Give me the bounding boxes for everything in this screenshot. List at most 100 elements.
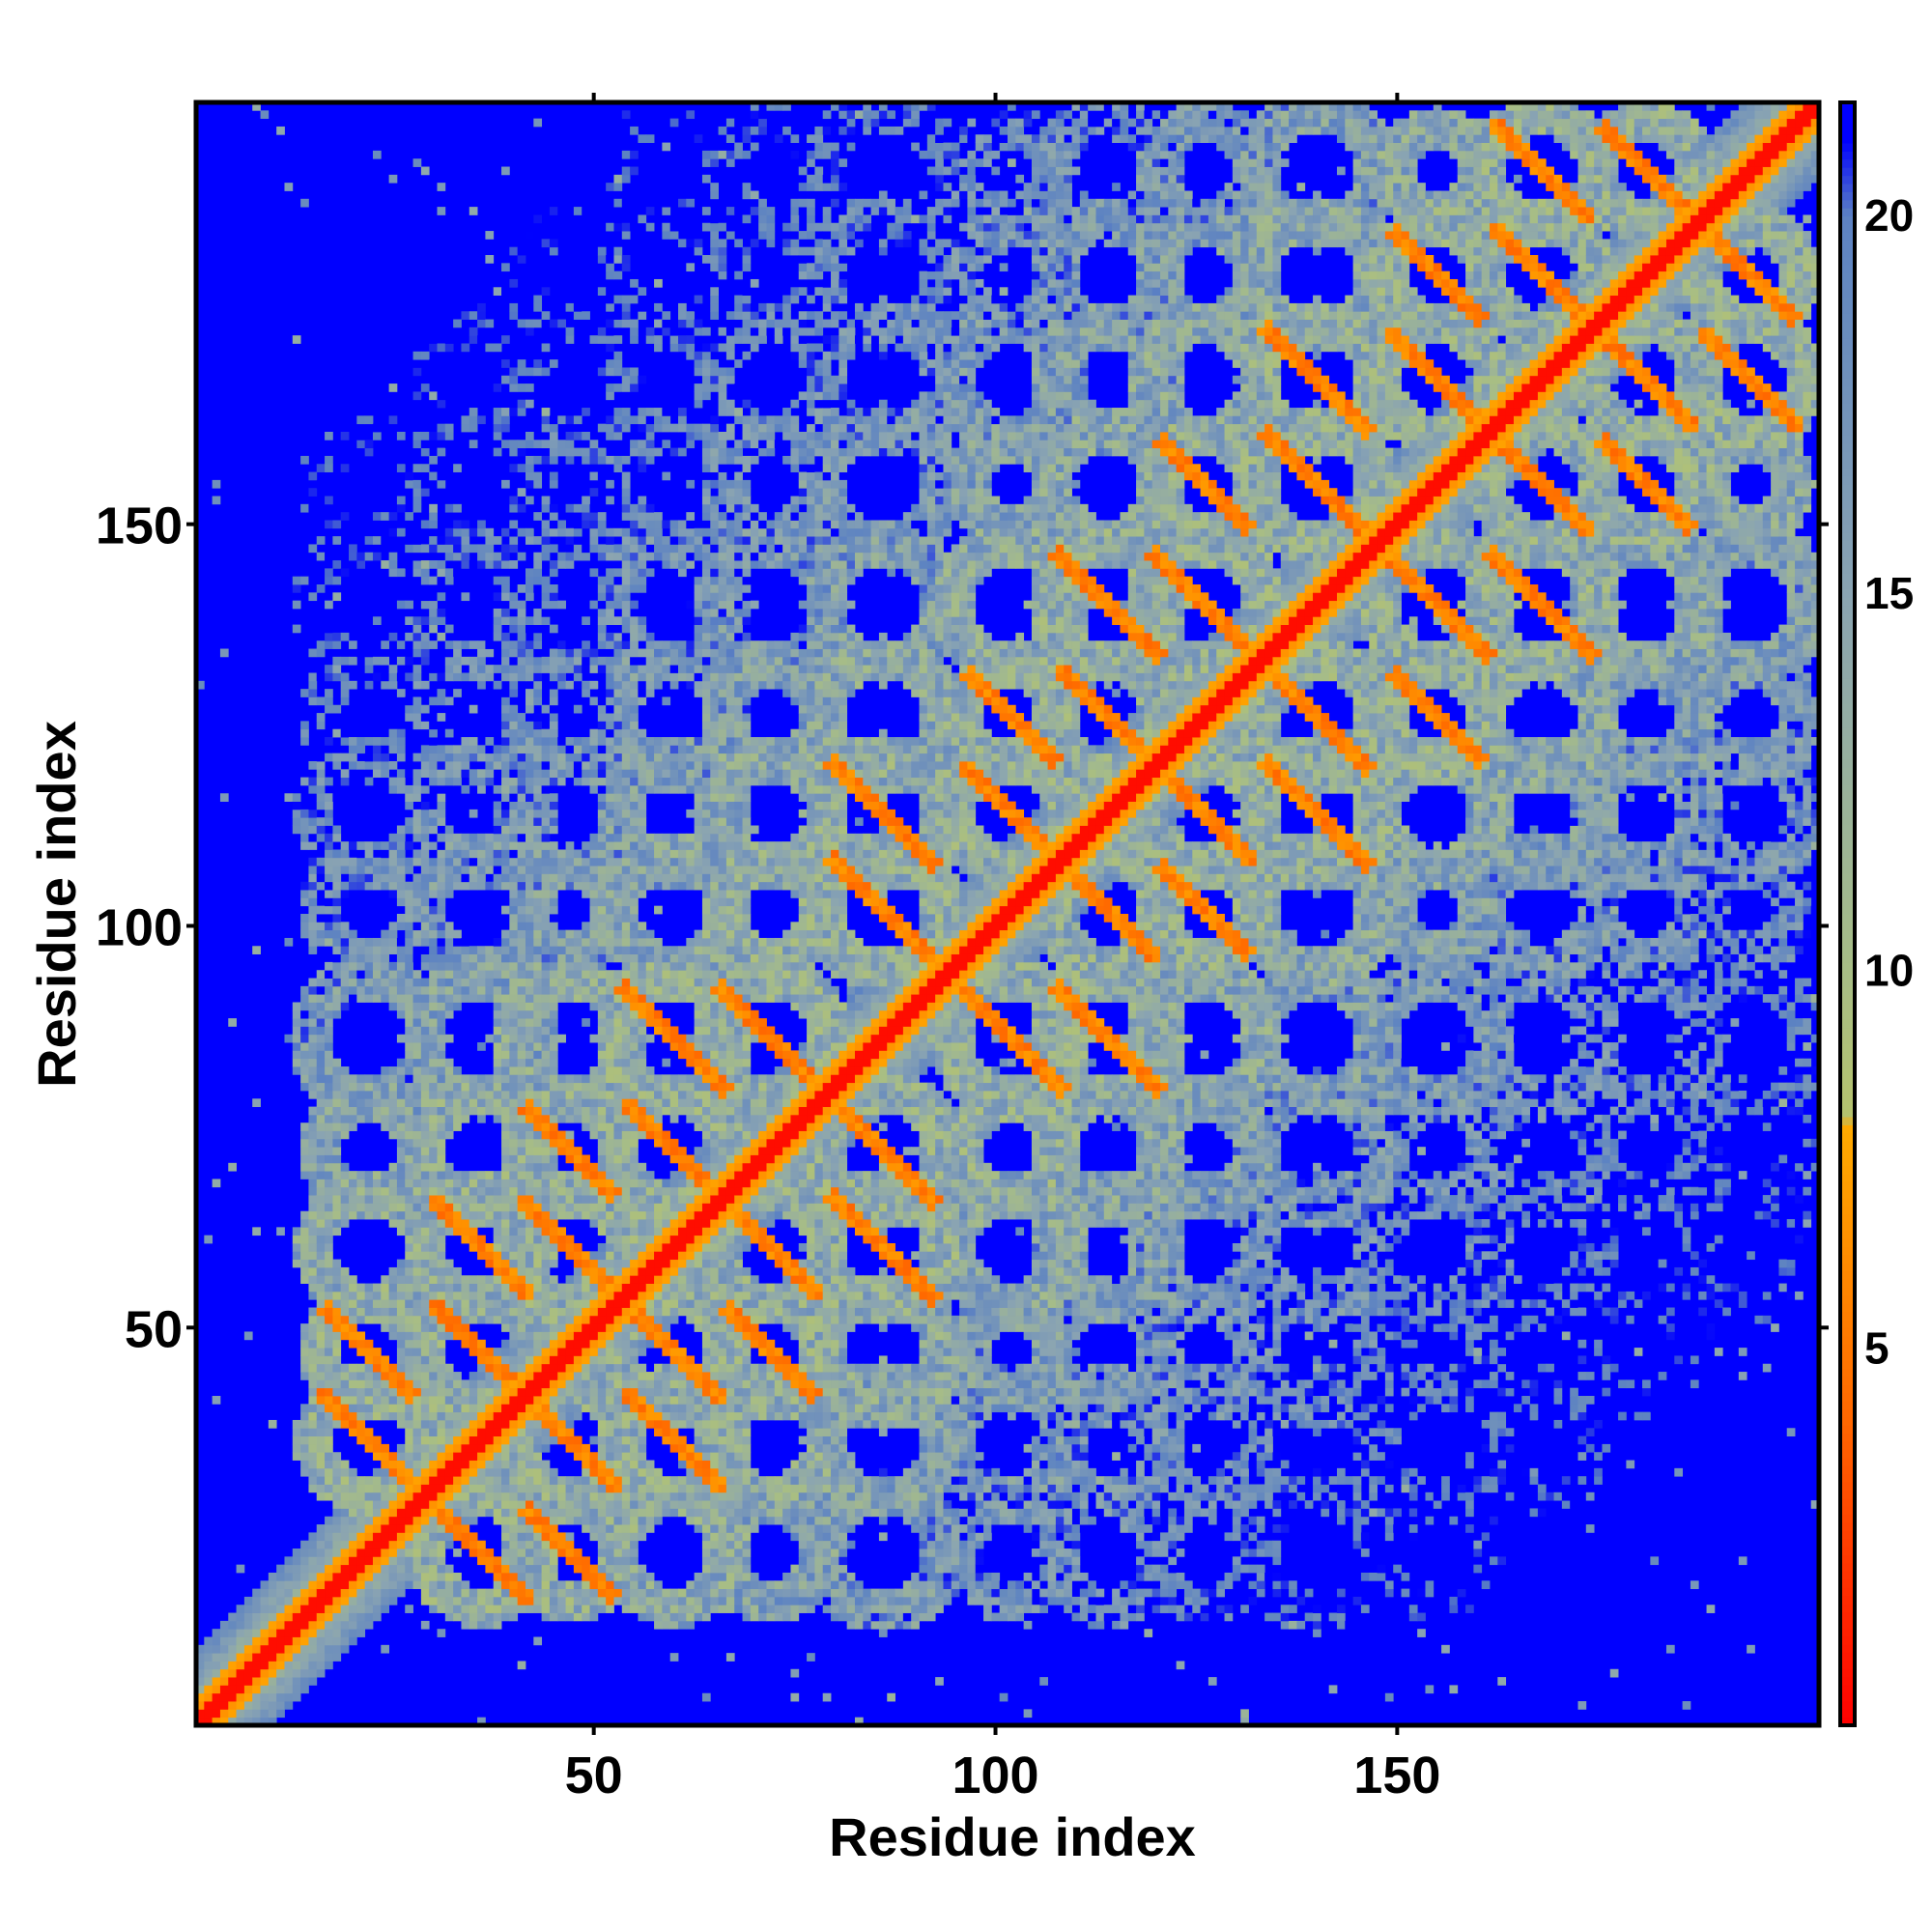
heatmap-cell [300,455,309,465]
heatmap-cell [525,1002,534,1011]
heatmap-cell [212,496,221,505]
heatmap-cell [565,1090,575,1099]
heatmap-cell [606,970,614,979]
heatmap-cell [364,1074,374,1084]
heatmap-cell [597,335,607,344]
heatmap-cell [493,1283,502,1293]
heatmap-cell [557,527,566,537]
heatmap-cell [420,479,430,489]
heatmap-cell [300,503,309,513]
heatmap-cell [437,1588,446,1598]
heatmap-cell [606,793,614,802]
heatmap-cell [630,1387,639,1397]
heatmap-cell [381,1476,390,1485]
heatmap-cell [349,1363,357,1373]
heatmap-cell [549,440,558,449]
heatmap-cell [573,1291,582,1300]
heatmap-cell [325,777,333,786]
heatmap-cell [325,841,333,850]
heatmap-cell [493,1476,502,1485]
heatmap-cell [477,1605,486,1613]
heatmap-cell [557,1074,566,1084]
heatmap-cell [453,873,462,883]
heatmap-cell [606,302,614,312]
heatmap-cell [630,544,639,554]
heatmap-cell [388,1596,398,1605]
heatmap-cell [381,1443,390,1453]
heatmap-cell [453,1443,462,1453]
heatmap-cell [533,1058,543,1067]
heatmap-cell [525,1138,534,1148]
heatmap-cell [525,1524,534,1533]
heatmap-cell [517,632,526,641]
heatmap-cell [606,592,614,602]
heatmap-cell [517,873,526,883]
heatmap-cell [557,680,566,690]
heatmap-cell [606,1219,614,1228]
heatmap-cell [429,1331,438,1341]
heatmap-cell [437,568,446,578]
heatmap-cell [325,1050,333,1060]
heatmap-cell [493,1259,502,1268]
heatmap-cell [509,1227,519,1236]
heatmap-cell [565,1363,575,1373]
heatmap-cell [437,1404,446,1413]
heatmap-cell [589,1179,599,1188]
heatmap-cell [405,1098,413,1108]
heatmap-cell [405,536,413,545]
heatmap-cell [597,1066,607,1075]
heatmap-cell [525,1242,534,1252]
heatmap-cell [461,1467,470,1477]
heatmap-cell [453,665,462,673]
heatmap-cell [541,440,551,449]
heatmap-cell [429,817,438,826]
heatmap-cell [453,849,462,859]
heatmap-cell [444,769,454,779]
heatmap-cell [196,1668,205,1678]
heatmap-cell [477,1339,486,1349]
heatmap-cell [621,576,631,585]
heatmap-cell [444,1612,454,1622]
heatmap-cell [549,809,558,818]
heatmap-cell [589,970,599,979]
heatmap-cell [485,1492,495,1501]
heatmap-cell [469,527,478,537]
heatmap-cell [630,1227,639,1236]
heatmap-cell [606,415,614,425]
heatmap-cell [420,1348,430,1356]
heatmap-cell [325,1372,333,1380]
heatmap-cell [533,873,543,883]
heatmap-cell [212,1629,221,1637]
heatmap-cell [340,1629,350,1637]
heatmap-cell [332,1210,342,1220]
heatmap-cell [557,1484,566,1493]
heatmap-cell [412,1315,422,1324]
heatmap-cell [485,1588,495,1598]
heatmap-cell [621,1106,631,1116]
heatmap-cell [429,922,438,931]
heatmap-cell [541,905,551,915]
heatmap-cell [493,1372,502,1380]
heatmap-cell [621,841,631,850]
heatmap-cell [589,1404,599,1413]
heatmap-cell [525,1379,534,1389]
heatmap-cell [364,1299,374,1308]
heatmap-cell [461,1588,470,1598]
heatmap-cell [437,1219,446,1228]
heatmap-cell [325,1275,333,1284]
heatmap-cell [613,1090,623,1099]
heatmap-cell [597,1002,607,1011]
heatmap-cell [621,222,631,232]
heatmap-cell [429,1299,438,1308]
heatmap-cell [437,1629,446,1637]
heatmap-cell [493,985,502,995]
heatmap-cell [420,440,430,449]
heatmap-cell [557,961,566,971]
heatmap-cell [565,503,575,513]
heatmap-cell [349,881,357,891]
heatmap-cell [381,1355,390,1365]
heatmap-cell [349,1299,357,1308]
heatmap-cell [396,849,406,859]
heatmap-cell [517,1186,526,1196]
heatmap-cell [332,857,342,867]
